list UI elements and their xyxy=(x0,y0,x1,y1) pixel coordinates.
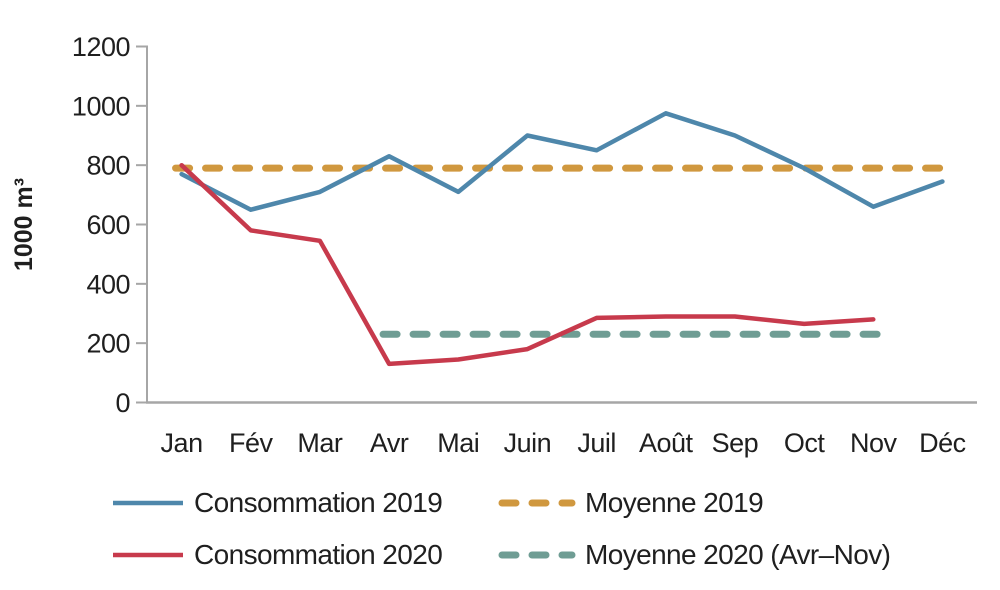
y-tick-label: 200 xyxy=(86,329,130,359)
x-tick-label: Fév xyxy=(229,428,274,458)
y-tick-label: 800 xyxy=(86,151,130,181)
x-tick-label: Sep xyxy=(712,428,759,458)
x-tick-label: Juin xyxy=(504,428,552,458)
line-chart-canvas: 0 200 400 600 800 1000 1200 Jan Fév Mar Avr Mai Juin… xyxy=(10,32,977,458)
y-tick-label: 1200 xyxy=(72,32,130,62)
legend-swatch-moyenne-2020 xyxy=(498,551,576,559)
y-axis-title: 1000 m³ xyxy=(10,178,38,271)
data-line-series-0 xyxy=(179,111,945,212)
y-tick-label: 1000 xyxy=(72,91,130,121)
legend-swatch-moyenne-2019 xyxy=(498,499,576,507)
legend-item-consommation-2020: Consommation 2020 xyxy=(111,538,443,572)
x-tick-label: Avr xyxy=(370,428,409,458)
y-tick-label: 400 xyxy=(86,269,130,299)
x-tick-label: Août xyxy=(639,428,694,458)
x-tick-label: Déc xyxy=(919,428,966,458)
legend-label-consommation-2019: Consommation 2019 xyxy=(194,487,443,518)
data-line-series-1 xyxy=(179,162,876,367)
x-tick-label: Nov xyxy=(850,428,898,458)
legend-item-consommation-2019: Consommation 2019 xyxy=(111,486,443,520)
legend-item-moyenne-2019: Moyenne 2019 xyxy=(496,486,764,520)
legend-label-moyenne-2020: Moyenne 2020 (Avr–Nov) xyxy=(585,539,891,570)
y-tick-label: 600 xyxy=(86,210,130,240)
y-tick-label: 0 xyxy=(115,388,130,418)
x-tick-label: Juil xyxy=(577,428,616,458)
legend-swatch-consommation-2020 xyxy=(113,552,183,558)
x-tick-label: Mar xyxy=(297,428,343,458)
x-tick-label: Jan xyxy=(161,428,203,458)
legend-label-moyenne-2019: Moyenne 2019 xyxy=(585,487,764,518)
x-tick-label: Oct xyxy=(784,428,826,458)
legend-label-consommation-2020: Consommation 2020 xyxy=(194,539,443,570)
x-tick-label: Mai xyxy=(437,428,479,458)
legend-item-moyenne-2020: Moyenne 2020 (Avr–Nov) xyxy=(496,538,891,572)
legend-swatch-consommation-2019 xyxy=(113,500,183,506)
